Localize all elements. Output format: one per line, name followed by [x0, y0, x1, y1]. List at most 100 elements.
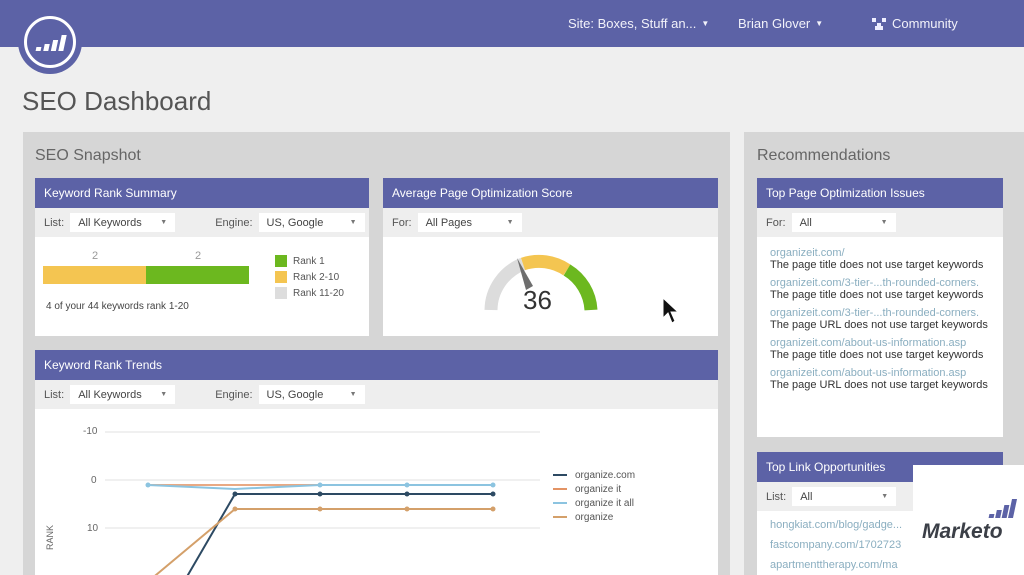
- legend-item: organize: [553, 510, 635, 524]
- bars-logo-icon: [24, 16, 76, 68]
- issue-item[interactable]: organizeit.com/The page title does not u…: [770, 247, 1003, 271]
- issue-text: The page title does not use target keywo…: [770, 349, 984, 361]
- marketo-logo[interactable]: [18, 10, 82, 74]
- keyword-rank-summary-card: Keyword Rank Summary List: All Keywords …: [35, 178, 369, 336]
- card-filter-bar: List: All Keywords ▼ Engine: US, Google …: [35, 208, 369, 237]
- mouse-cursor-icon: [662, 297, 680, 324]
- score-gauge: [484, 254, 598, 311]
- list-label: List:: [766, 490, 787, 503]
- list-select[interactable]: All ▼: [792, 487, 897, 506]
- gauge-needle-icon: [517, 258, 533, 290]
- card-header: Keyword Rank Trends: [35, 350, 718, 380]
- section-title-recommendations: Recommendations: [757, 147, 891, 164]
- marketo-wordmark: Marketo: [922, 520, 1003, 543]
- bar-count-rank-2-10: 2: [92, 250, 99, 262]
- engine-label: Engine:: [215, 216, 253, 229]
- bar-segment-rank-2-10: [43, 266, 146, 284]
- dropdown-arrow-icon: ▼: [349, 219, 357, 226]
- dropdown-arrow-icon: ▼: [349, 391, 357, 398]
- legend-item: organize.com: [553, 468, 635, 482]
- link-opportunity[interactable]: fastcompany.com/1702723: [770, 539, 902, 551]
- list-select[interactable]: All Keywords ▼: [70, 385, 176, 404]
- user-menu[interactable]: Brian Glover ▼: [738, 0, 823, 47]
- issues-list: organizeit.com/The page title does not u…: [757, 237, 1003, 391]
- issue-url[interactable]: organizeit.com/about-us-information.asp: [770, 367, 967, 379]
- issue-text: The page URL does not use target keyword…: [770, 379, 988, 391]
- issue-text: The page URL does not use target keyword…: [770, 319, 988, 331]
- issue-url[interactable]: organizeit.com/3-tier-...th-rounded-corn…: [770, 307, 980, 319]
- community-link[interactable]: Community: [872, 0, 958, 47]
- links-list: hongkiat.com/blog/gadge... fastcompany.c…: [757, 511, 1003, 571]
- caret-down-icon: ▼: [815, 19, 824, 28]
- list-value: All Keywords: [78, 216, 142, 229]
- top-bar: [0, 0, 1024, 47]
- issue-item[interactable]: organizeit.com/3-tier-...th-rounded-corn…: [770, 277, 1003, 301]
- legend-item: Rank 2-10: [275, 269, 344, 285]
- issue-url[interactable]: organizeit.com/about-us-information.asp: [770, 337, 967, 349]
- for-select[interactable]: All ▼: [791, 213, 896, 232]
- site-selector[interactable]: Site: Boxes, Stuff an... ▼: [568, 0, 709, 47]
- card-header: Top Page Optimization Issues: [757, 178, 1003, 208]
- for-label: For:: [766, 216, 786, 229]
- card-header: Keyword Rank Summary: [35, 178, 369, 208]
- bar-count-rank-1: 2: [195, 250, 202, 262]
- legend-item: Rank 1: [275, 253, 344, 269]
- list-select[interactable]: All Keywords ▼: [70, 213, 176, 232]
- link-opportunity[interactable]: apartmenttherapy.com/ma: [770, 559, 898, 571]
- for-value: All: [799, 216, 812, 229]
- y-tick: -10: [83, 426, 98, 437]
- dropdown-arrow-icon: ▼: [160, 219, 168, 226]
- keyword-summary-text: 4 of your 44 keywords rank 1-20: [46, 301, 189, 312]
- issue-text: The page title does not use target keywo…: [770, 289, 984, 301]
- legend-item: organize it: [553, 482, 635, 496]
- for-select[interactable]: All Pages ▼: [417, 213, 522, 232]
- list-value: All: [800, 490, 813, 503]
- caret-down-icon: ▼: [701, 19, 710, 28]
- site-label: Site: Boxes, Stuff an...: [568, 16, 697, 31]
- chart-legend: organize.com organize it organize it all…: [553, 468, 635, 524]
- card-filter-bar: For: All ▼: [757, 208, 1003, 237]
- rank-legend: Rank 1 Rank 2-10 Rank 11-20: [275, 253, 344, 301]
- bars-logo-icon: [988, 499, 1018, 518]
- community-icon: [872, 17, 886, 30]
- list-label: List:: [44, 388, 65, 401]
- legend-item: Rank 11-20: [275, 285, 344, 301]
- legend-item: organize it all: [553, 496, 635, 510]
- community-label: Community: [892, 16, 958, 31]
- issue-text: The page title does not use target keywo…: [770, 259, 984, 271]
- issue-url[interactable]: organizeit.com/3-tier-...th-rounded-corn…: [770, 277, 980, 289]
- page-title: SEO Dashboard: [22, 86, 212, 116]
- user-name: Brian Glover: [738, 16, 811, 31]
- engine-select[interactable]: US, Google ▼: [258, 213, 365, 232]
- rank-trend-chart: [105, 431, 540, 575]
- card-filter-bar: List: All ▼: [757, 482, 1003, 511]
- score-value: 36: [523, 285, 552, 315]
- issue-item[interactable]: organizeit.com/3-tier-...th-rounded-corn…: [770, 307, 1003, 331]
- dropdown-arrow-icon: ▼: [881, 493, 889, 500]
- card-filter-bar: List: All Keywords ▼ Engine: US, Google …: [35, 380, 718, 409]
- dropdown-arrow-icon: ▼: [880, 219, 888, 226]
- issue-item[interactable]: organizeit.com/about-us-information.asp T…: [770, 337, 1003, 361]
- list-label: List:: [44, 216, 65, 229]
- top-optimization-issues-card: Top Page Optimization Issues For: All ▼ …: [757, 178, 1003, 437]
- engine-value: US, Google: [266, 388, 324, 401]
- card-filter-bar: For: All Pages ▼: [383, 208, 718, 237]
- issue-item[interactable]: organizeit.com/about-us-information.asp T…: [770, 367, 1003, 391]
- card-header: Average Page Optimization Score: [383, 178, 718, 208]
- keyword-rank-trends-card: Keyword Rank Trends List: All Keywords ▼…: [35, 350, 718, 575]
- y-tick: 10: [87, 523, 99, 534]
- for-value: All Pages: [425, 216, 473, 229]
- dropdown-arrow-icon: ▼: [506, 219, 514, 226]
- page-optimization-score-card: Average Page Optimization Score For: All…: [383, 178, 718, 336]
- engine-select[interactable]: US, Google ▼: [258, 385, 365, 404]
- y-tick: 0: [91, 475, 97, 486]
- for-label: For:: [392, 216, 412, 229]
- bar-segment-rank-1: [146, 266, 249, 284]
- dropdown-arrow-icon: ▼: [160, 391, 168, 398]
- list-value: All Keywords: [78, 388, 142, 401]
- marketo-watermark: Marketo: [913, 465, 1024, 575]
- link-opportunity[interactable]: hongkiat.com/blog/gadge...: [770, 519, 903, 531]
- issue-url[interactable]: organizeit.com/: [770, 247, 845, 259]
- engine-value: US, Google: [266, 216, 324, 229]
- section-title-seo-snapshot: SEO Snapshot: [35, 147, 141, 164]
